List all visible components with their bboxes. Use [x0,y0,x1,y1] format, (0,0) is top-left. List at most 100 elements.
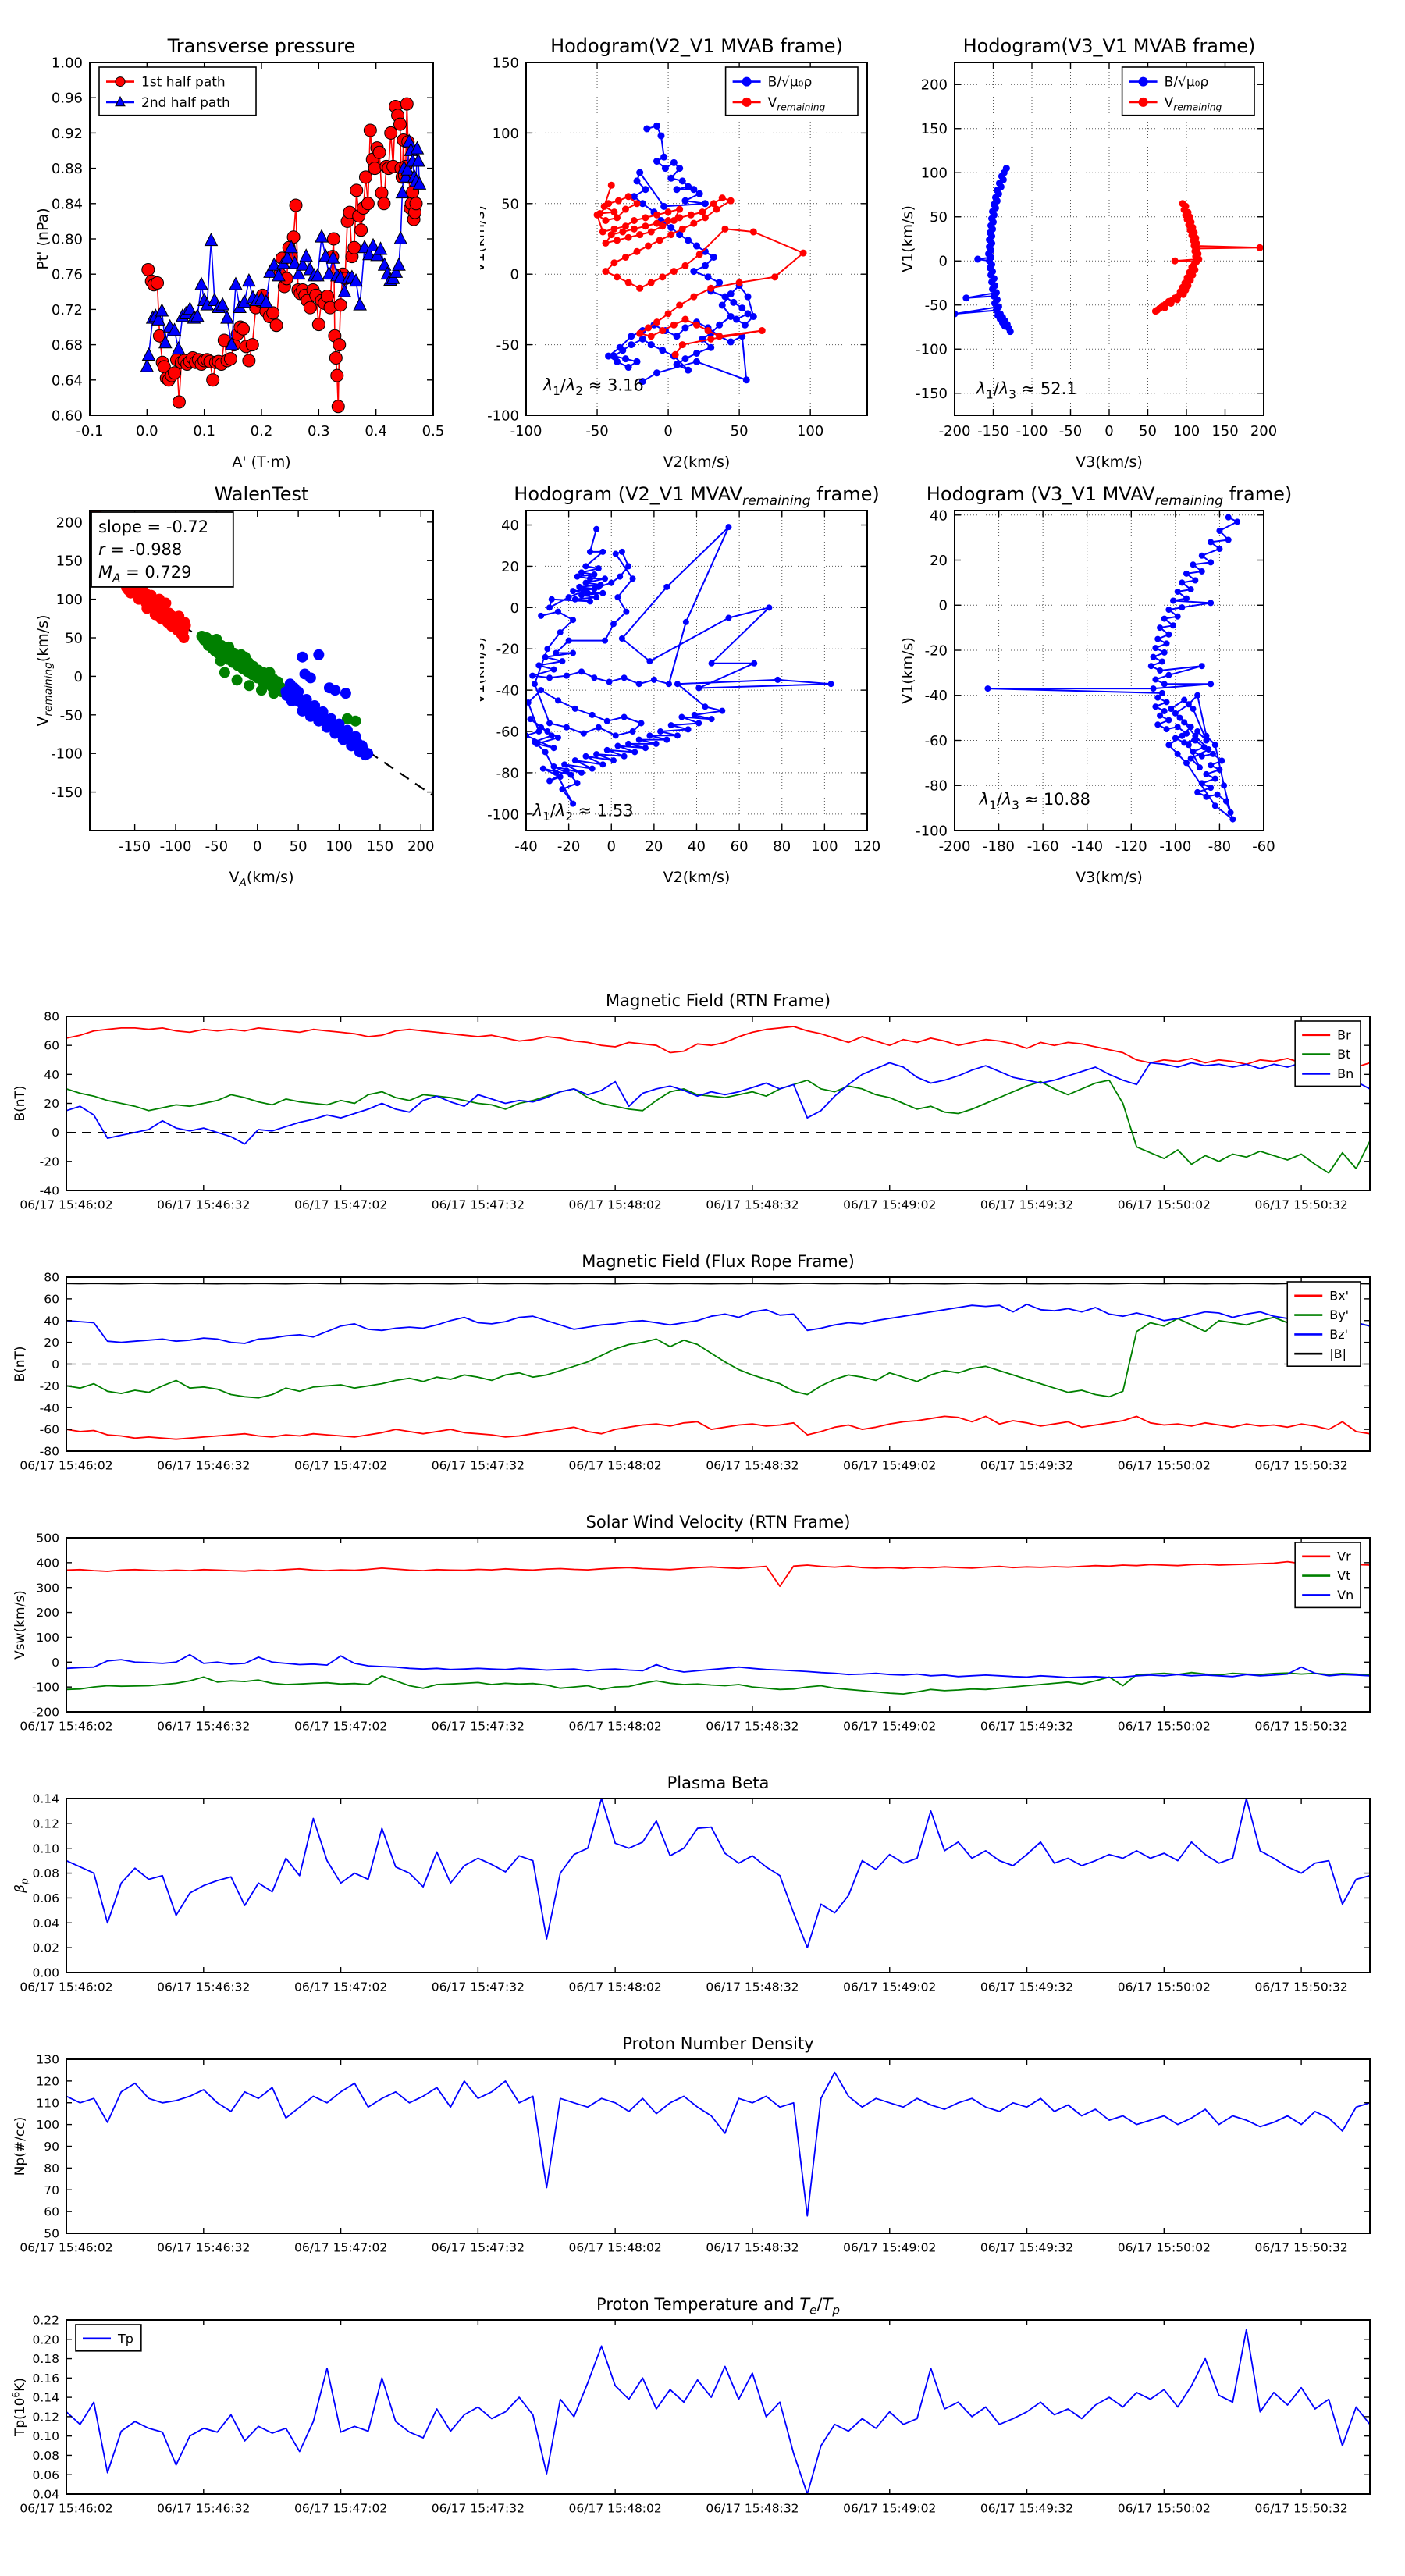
svg-text:40: 40 [688,838,706,855]
svg-text:50: 50 [290,838,308,855]
svg-text:V1(km/s): V1(km/s) [899,637,916,704]
svg-text:λ1/λ3 ≈ 10.88: λ1/λ3 ≈ 10.88 [979,790,1090,812]
svg-text:Proton Temperature and Te/Tp: Proton Temperature and Te/Tp [596,2295,840,2317]
svg-text:50: 50 [1139,423,1157,439]
svg-text:200: 200 [407,838,434,855]
svg-text:-20: -20 [925,642,948,659]
svg-text:06/17 15:48:02: 06/17 15:48:02 [569,1198,662,1212]
svg-text:80: 80 [44,1010,59,1024]
svg-text:150: 150 [56,553,83,570]
svg-text:06/17 15:49:32: 06/17 15:49:32 [980,1459,1073,1473]
svg-text:Vr: Vr [1337,1549,1351,1564]
svg-text:Bn: Bn [1337,1066,1353,1081]
svg-text:200: 200 [921,77,948,94]
svg-text:-60: -60 [496,724,519,741]
svg-text:-100: -100 [510,423,542,439]
svg-text:Vt: Vt [1337,1568,1350,1583]
svg-text:-60: -60 [40,1423,59,1437]
svg-text:Proton Number Density: Proton Number Density [622,2034,813,2053]
svg-text:-80: -80 [496,765,519,781]
svg-text:06/17 15:48:32: 06/17 15:48:32 [706,1720,799,1734]
svg-text:0: 0 [510,267,519,283]
svg-text:-150: -150 [916,386,948,402]
svg-text:0.1: 0.1 [193,423,215,439]
svg-text:100: 100 [56,592,83,608]
svg-text:Tp(106K): Tp(106K) [11,2378,28,2437]
svg-text:-100: -100 [916,342,948,358]
svg-text:06/17 15:47:02: 06/17 15:47:02 [294,2241,387,2255]
svg-text:80: 80 [44,1271,59,1285]
svg-text:0.14: 0.14 [32,2391,59,2405]
svg-text:110: 110 [36,2096,59,2110]
svg-text:0: 0 [939,254,948,270]
svg-text:0.00: 0.00 [32,1966,59,1980]
svg-text:V2(km/s): V2(km/s) [663,869,731,886]
svg-text:40: 40 [930,507,948,524]
svg-text:0.4: 0.4 [365,423,387,439]
svg-text:0.80: 0.80 [52,231,83,247]
svg-text:-200: -200 [939,838,971,855]
svg-text:0.10: 0.10 [32,2429,59,2443]
svg-text:B(nT): B(nT) [12,1085,28,1121]
svg-text:06/17 15:47:32: 06/17 15:47:32 [432,1459,525,1473]
svg-text:150: 150 [493,55,519,71]
svg-text:Pt' (nPa): Pt' (nPa) [34,208,52,269]
svg-text:Solar Wind Velocity (RTN Frame: Solar Wind Velocity (RTN Frame) [586,1513,851,1532]
svg-text:0: 0 [74,669,83,685]
svg-text:-20: -20 [40,1379,59,1393]
svg-text:200: 200 [56,514,83,531]
svg-text:Vremaining: Vremaining [1165,95,1222,112]
svg-text:B/√μ₀ρ: B/√μ₀ρ [768,75,813,91]
svg-text:0: 0 [607,838,616,855]
svg-text:100: 100 [811,838,838,855]
svg-text:1st half path: 1st half path [141,75,226,91]
svg-text:0: 0 [1104,423,1113,439]
svg-text:-140: -140 [1071,838,1103,855]
svg-text:Bt: Bt [1337,1047,1350,1062]
svg-text:06/17 15:49:02: 06/17 15:49:02 [843,1980,936,1994]
svg-text:V3(km/s): V3(km/s) [1076,454,1143,471]
svg-text:-60: -60 [925,733,948,749]
svg-text:06/17 15:50:02: 06/17 15:50:02 [1118,1198,1211,1212]
svg-text:Vsw(km/s): Vsw(km/s) [12,1590,28,1660]
svg-text:-40: -40 [40,1401,59,1415]
svg-text:-100: -100 [487,806,519,823]
svg-text:150: 150 [1211,423,1238,439]
svg-text:B(nT): B(nT) [12,1346,28,1382]
svg-text:MA = 0.729: MA = 0.729 [98,563,192,585]
svg-text:06/17 15:48:02: 06/17 15:48:02 [569,1720,662,1734]
svg-text:By': By' [1329,1308,1349,1322]
svg-text:06/17 15:50:32: 06/17 15:50:32 [1254,2502,1347,2516]
svg-text:V1(km/s): V1(km/s) [480,637,488,704]
svg-text:06/17 15:46:32: 06/17 15:46:32 [157,2241,250,2255]
svg-text:-20: -20 [40,1155,59,1169]
svg-text:V1(km/s): V1(km/s) [480,205,488,272]
panel-magnetic-field-rtn: 06/17 15:46:02 06/17 15:46:32 06/17 15:47:… [0,970,1405,1239]
chart-hodogram-v3v1-mvav: -200 -180 -160 -140 -120 -100 -80 -60 -100 -80 -60… [890,464,1405,932]
svg-text:0.08: 0.08 [32,1866,59,1880]
svg-text:06/17 15:47:02: 06/17 15:47:02 [294,2502,387,2516]
svg-text:20: 20 [645,838,663,855]
svg-text:50: 50 [731,423,749,439]
svg-text:-180: -180 [983,838,1015,855]
svg-text:1.00: 1.00 [52,55,83,71]
svg-text:0.76: 0.76 [52,267,83,283]
svg-text:0.12: 0.12 [32,2410,59,2424]
svg-text:50: 50 [65,630,83,646]
svg-text:Bx': Bx' [1329,1288,1349,1303]
svg-text:-100: -100 [51,746,83,763]
svg-text:50: 50 [501,196,519,212]
svg-text:06/17 15:46:02: 06/17 15:46:02 [20,1459,112,1473]
svg-text:06/17 15:46:32: 06/17 15:46:32 [157,1198,250,1212]
svg-text:06/17 15:47:32: 06/17 15:47:32 [432,1980,525,1994]
svg-text:120: 120 [36,2074,59,2088]
svg-text:-80: -80 [1208,838,1231,855]
svg-text:60: 60 [731,838,749,855]
svg-text:40: 40 [501,518,519,534]
svg-text:-160: -160 [1027,838,1059,855]
svg-text:06/17 15:46:02: 06/17 15:46:02 [20,1198,112,1212]
svg-text:06/17 15:49:32: 06/17 15:49:32 [980,1720,1073,1734]
svg-text:0.04: 0.04 [32,1916,59,1930]
svg-text:06/17 15:50:02: 06/17 15:50:02 [1118,2241,1211,2255]
svg-text:0.22: 0.22 [32,2314,59,2328]
